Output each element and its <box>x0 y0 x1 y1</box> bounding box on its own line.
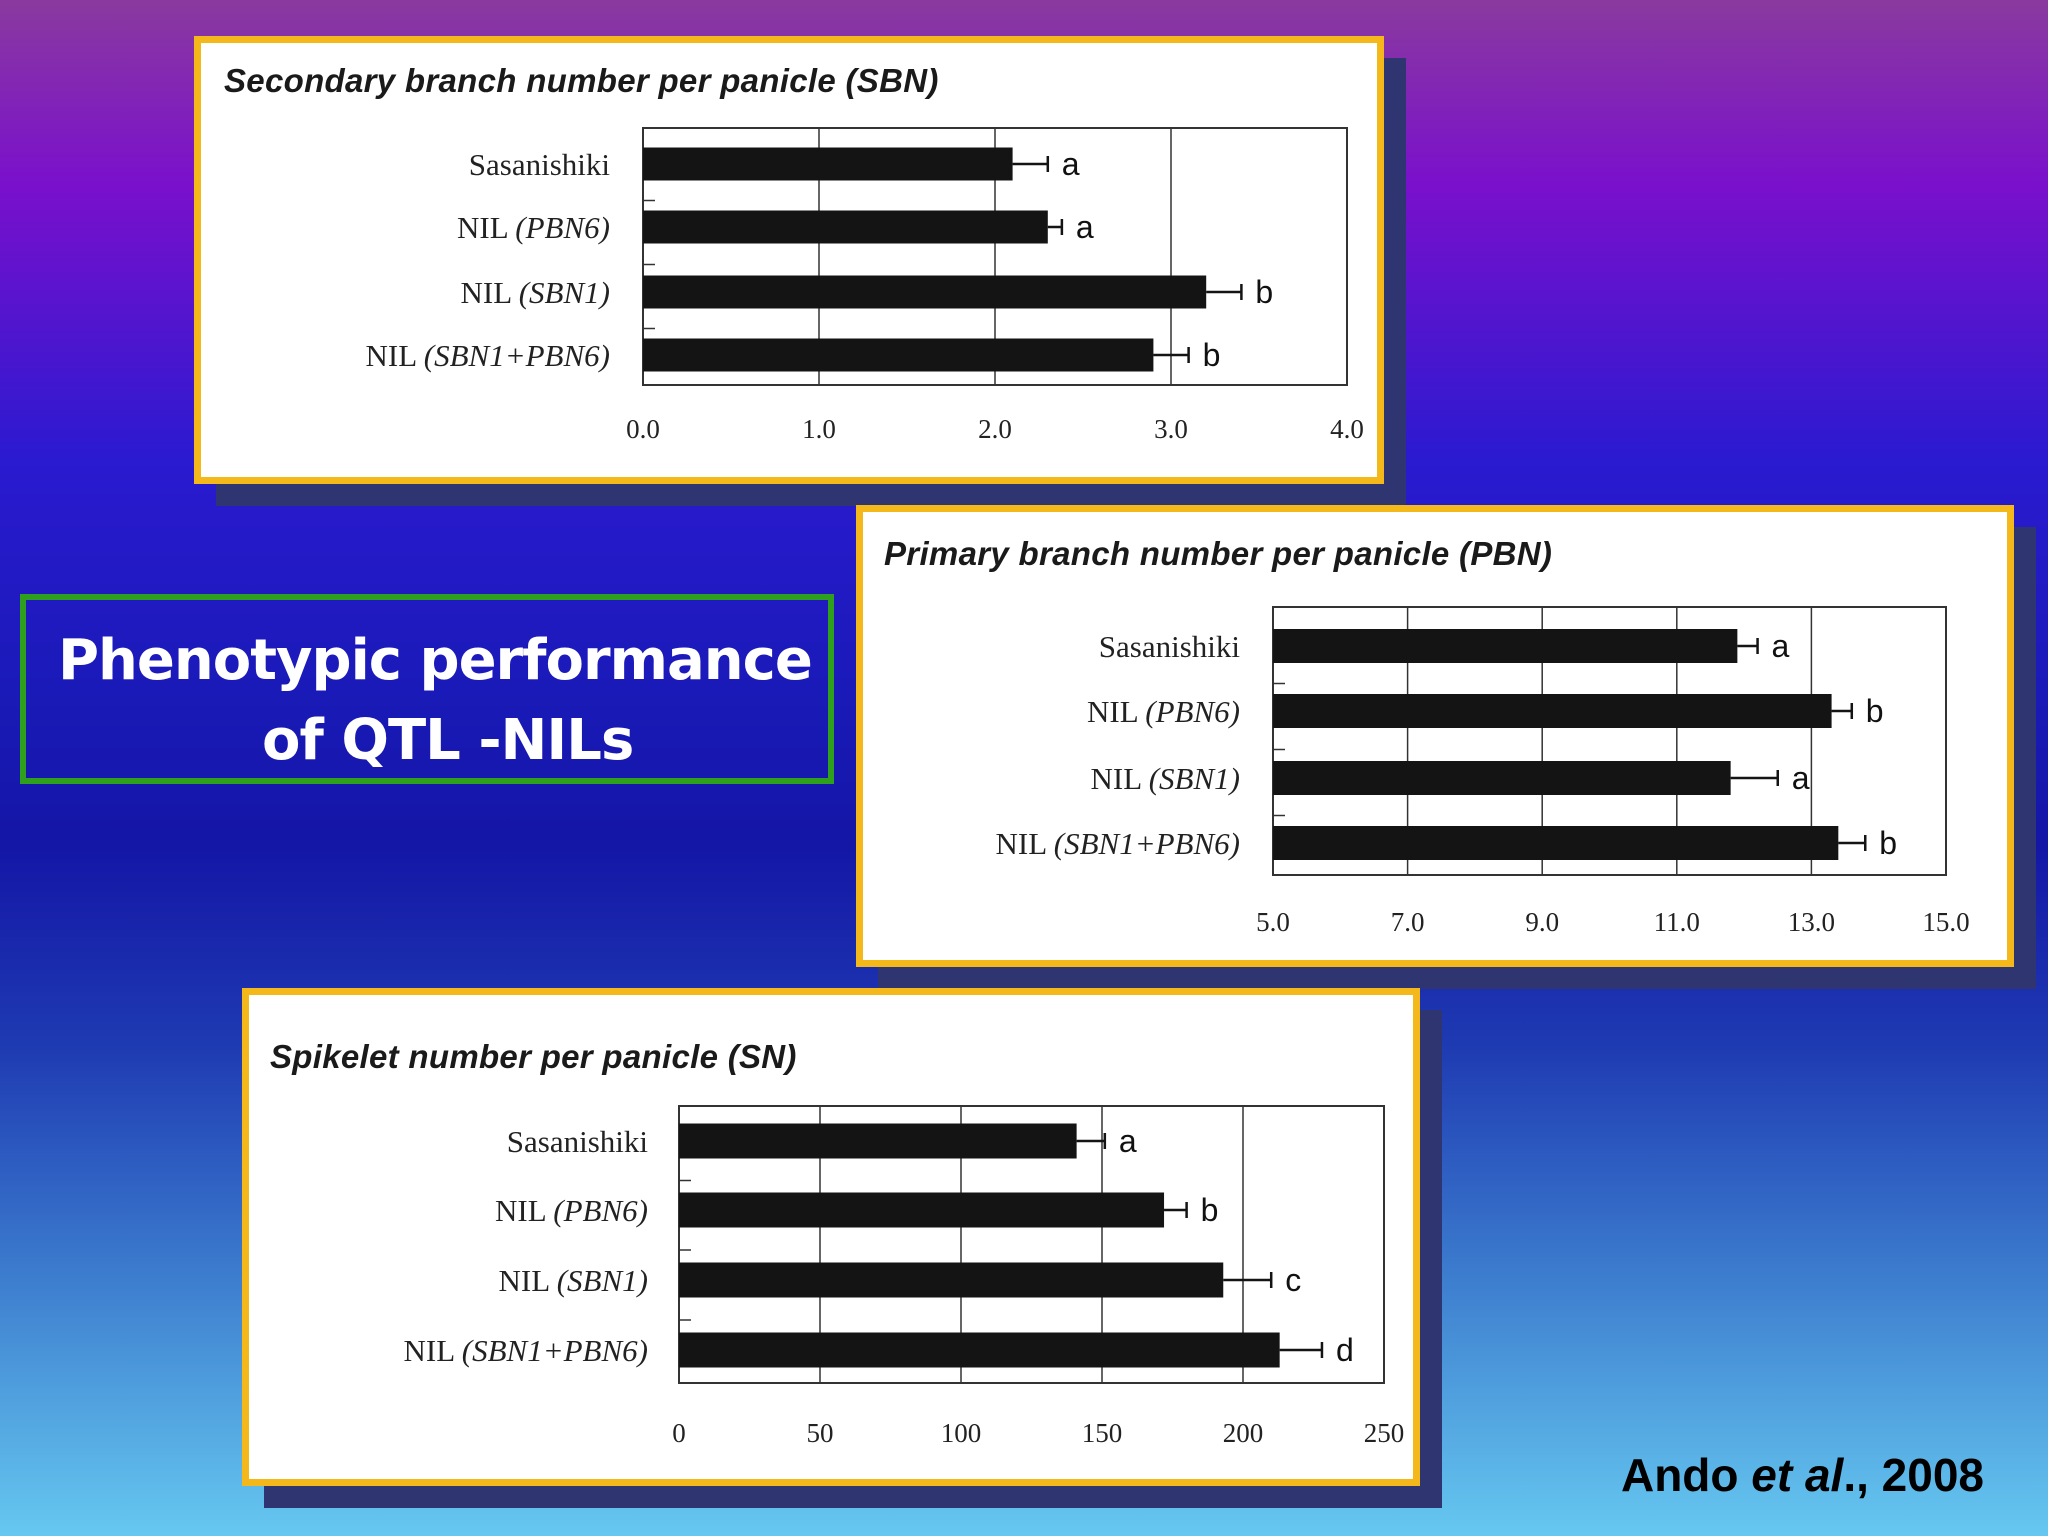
sbn-chart-panel: Secondary branch number per panicle (SBN… <box>194 36 1406 506</box>
x-tick-label: 100 <box>941 1418 982 1448</box>
significance-label: b <box>1201 1192 1219 1228</box>
bar <box>679 1123 1077 1159</box>
sn-chart-panel: Spikelet number per panicle (SN) 0 50 100 1… <box>242 988 1442 1508</box>
x-tick-label: 0.0 <box>626 414 660 444</box>
chart-title: Spikelet number per panicle (SN) <box>270 1038 797 1075</box>
category-label: NIL (SBN1+PBN6) <box>366 338 610 373</box>
significance-label: a <box>1772 628 1790 664</box>
x-tick-label: 5.0 <box>1256 907 1290 937</box>
bar <box>679 1332 1280 1368</box>
significance-label: a <box>1119 1123 1137 1159</box>
significance-label: c <box>1285 1262 1301 1298</box>
bar <box>1273 629 1738 663</box>
x-tick-label: 9.0 <box>1525 907 1559 937</box>
bar <box>1273 694 1832 728</box>
panel-frame <box>194 36 1384 484</box>
x-tick-label: 0 <box>672 1418 686 1448</box>
significance-label: b <box>1255 274 1273 310</box>
bar <box>1273 826 1839 860</box>
pbn-chart-panel: Primary branch number per panicle (PBN) … <box>856 505 2036 989</box>
sn-chart-svg: 0 50 100 150 200 250 a Sasanishiki b NIL (PBN6) c N… <box>404 1105 1405 1448</box>
category-label: NIL (SBN1) <box>498 1263 648 1298</box>
x-tick-label: 1.0 <box>802 414 836 444</box>
x-tick-label: 7.0 <box>1391 907 1425 937</box>
citation-year: ., 2008 <box>1843 1449 1984 1501</box>
x-tick-label: 11.0 <box>1654 907 1700 937</box>
significance-label: a <box>1076 209 1094 245</box>
plot-area <box>1272 606 1947 876</box>
category-label: NIL (PBN6) <box>1087 694 1240 729</box>
plot-area <box>642 127 1348 386</box>
panel-frame <box>856 505 2014 967</box>
citation: Ando et al., 2008 <box>1621 1448 1984 1502</box>
category-label: Sasanishiki <box>1099 629 1241 664</box>
category-label: NIL (PBN6) <box>495 1193 648 1228</box>
category-label: NIL (SBN1) <box>1090 761 1240 796</box>
bar <box>643 210 1048 244</box>
slide-title-line2: of QTL -NILs <box>262 708 634 773</box>
bar <box>679 1192 1165 1228</box>
panel-frame <box>242 988 1420 1486</box>
slide-title-box: Phenotypic performance of QTL -NILs <box>20 594 834 784</box>
category-label: NIL (SBN1+PBN6) <box>404 1333 648 1368</box>
chart-title: Primary branch number per panicle (PBN) <box>884 535 1553 572</box>
significance-label: d <box>1336 1332 1354 1368</box>
bar <box>643 275 1207 309</box>
bar <box>1273 761 1731 795</box>
category-label: NIL (SBN1+PBN6) <box>996 826 1240 861</box>
citation-author: Ando <box>1620 1449 1739 1501</box>
x-tick-label: 13.0 <box>1788 907 1835 937</box>
significance-label: b <box>1203 337 1221 373</box>
bar <box>679 1262 1224 1298</box>
plot-area <box>678 1105 1385 1384</box>
x-tick-label: 250 <box>1364 1418 1405 1448</box>
significance-label: b <box>1879 825 1897 861</box>
x-tick-label: 3.0 <box>1154 414 1188 444</box>
sbn-chart-svg: 0.0 1.0 2.0 3.0 4.0 a Sasanishiki a NIL (PBN6) b N… <box>366 127 1364 444</box>
x-tick-label: 150 <box>1082 1418 1123 1448</box>
x-tick-label: 4.0 <box>1330 414 1364 444</box>
bar <box>643 338 1154 372</box>
bar <box>643 147 1013 181</box>
citation-etal: et al <box>1751 1449 1844 1501</box>
category-label: Sasanishiki <box>469 147 611 182</box>
x-tick-label: 50 <box>807 1418 834 1448</box>
pbn-chart-svg: 5.0 7.0 9.0 11.0 13.0 15.0 a Sasanishiki b NIL (P… <box>996 606 1970 937</box>
x-tick-label: 2.0 <box>978 414 1012 444</box>
significance-label: b <box>1866 693 1884 729</box>
chart-title: Secondary branch number per panicle (SBN… <box>224 62 939 99</box>
slide-title-line1: Phenotypic performance <box>58 628 813 693</box>
category-label: NIL (PBN6) <box>457 210 610 245</box>
significance-label: a <box>1062 146 1080 182</box>
x-tick-label: 15.0 <box>1922 907 1969 937</box>
x-tick-label: 200 <box>1223 1418 1264 1448</box>
category-label: NIL (SBN1) <box>460 275 610 310</box>
category-label: Sasanishiki <box>507 1124 649 1159</box>
significance-label: a <box>1792 760 1810 796</box>
